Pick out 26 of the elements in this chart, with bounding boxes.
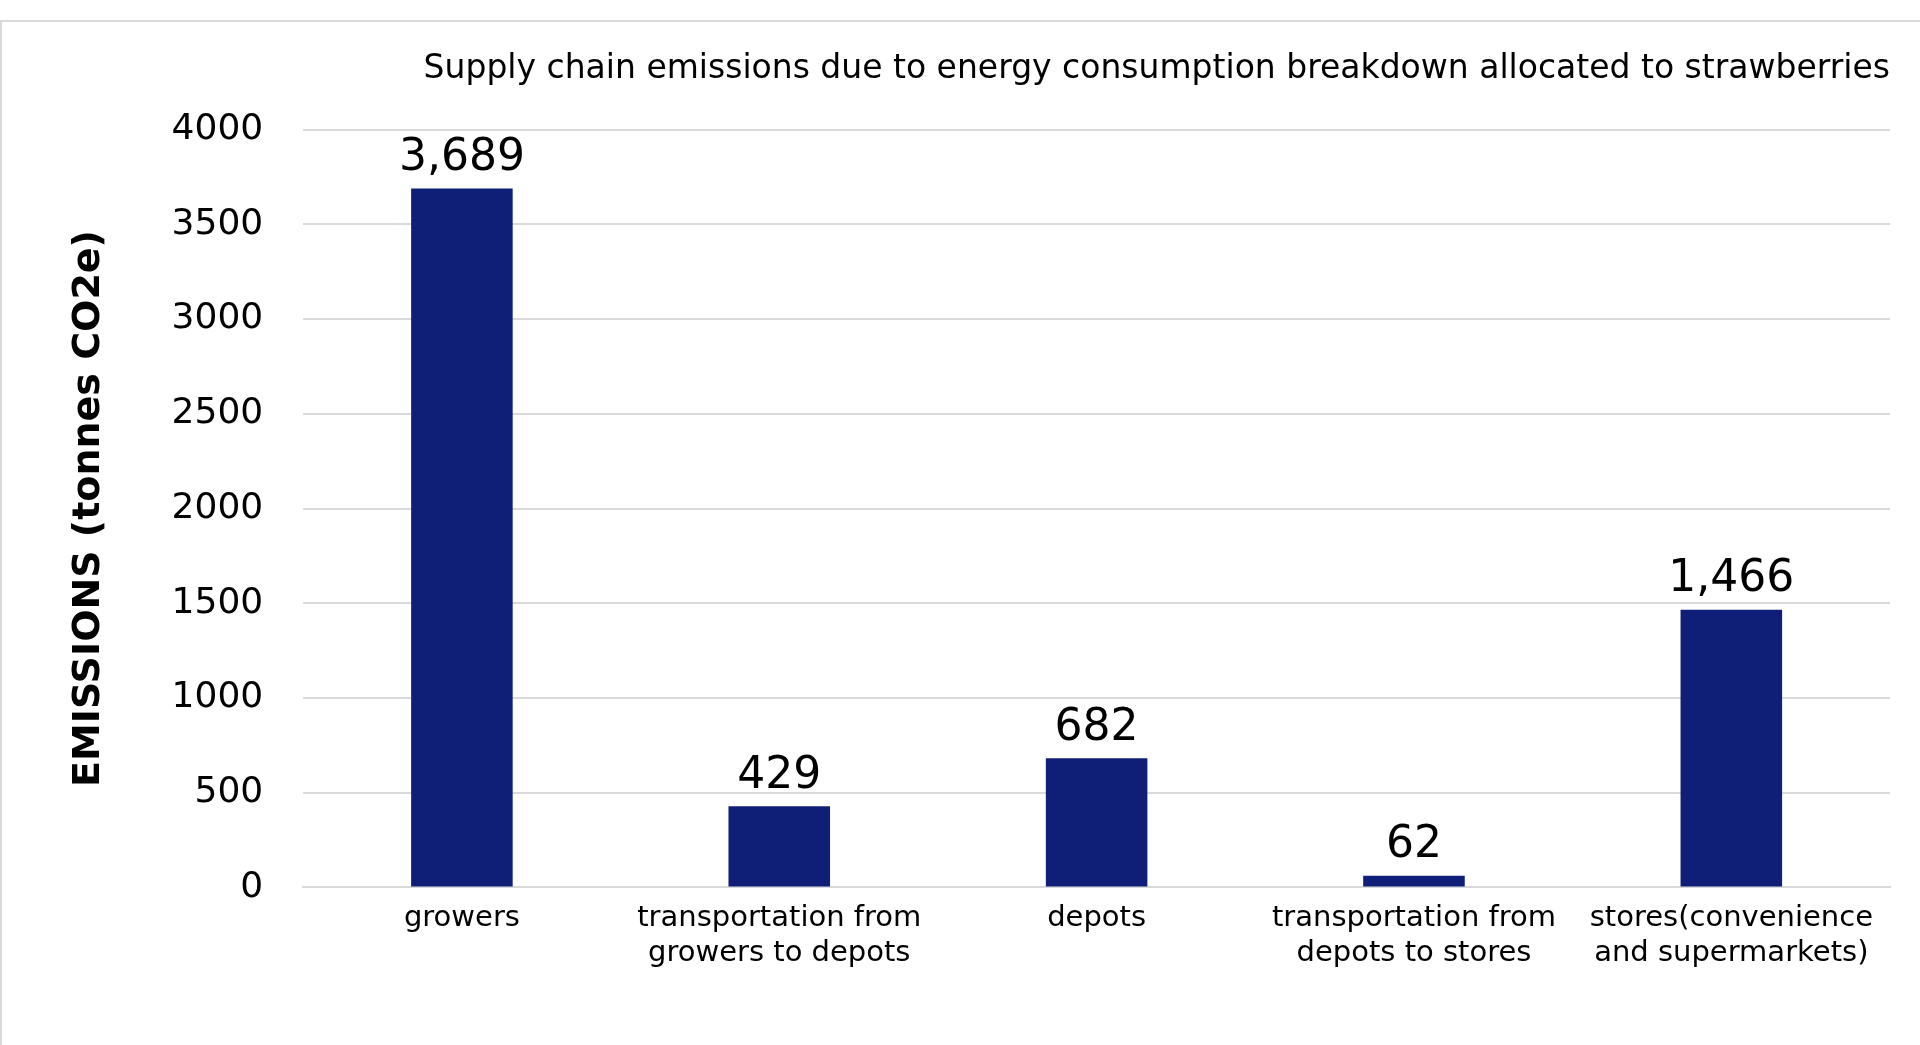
bar (1045, 758, 1148, 887)
y-tick-label: 3500 (171, 200, 264, 242)
bar (411, 188, 513, 887)
y-tick-label: 0 (240, 863, 264, 905)
x-tick-label: transportation from depots to stores (1271, 899, 1556, 969)
chart-title: Supply chain emissions due to energy consumption breakdown allocated to strawberries (423, 47, 1890, 87)
y-tick-label: 4000 (171, 105, 264, 147)
data-label: 3,689 (398, 128, 525, 180)
bar (1363, 875, 1465, 887)
data-label: 429 (737, 746, 822, 798)
x-tick-label: depots (1047, 899, 1147, 934)
y-tick-label: 500 (194, 769, 264, 811)
data-label: 62 (1385, 816, 1442, 868)
y-tick-label: 3000 (171, 295, 264, 337)
bar (728, 806, 831, 887)
y-tick-label: 2500 (171, 390, 264, 432)
y-tick-label: 2000 (171, 484, 264, 526)
x-tick-label: transportation from growers to depots (637, 899, 922, 969)
y-axis-title: EMISSIONS (tonnes CO2e) (63, 230, 108, 787)
x-tick-label: stores(convenience and supermarkets) (1589, 899, 1873, 969)
y-tick-label: 1500 (171, 579, 264, 621)
bar (1680, 609, 1783, 887)
data-label: 1,466 (1668, 550, 1795, 602)
y-tick-label: 1000 (171, 674, 264, 716)
data-label: 682 (1054, 698, 1139, 750)
x-tick-label: growers (403, 899, 520, 934)
